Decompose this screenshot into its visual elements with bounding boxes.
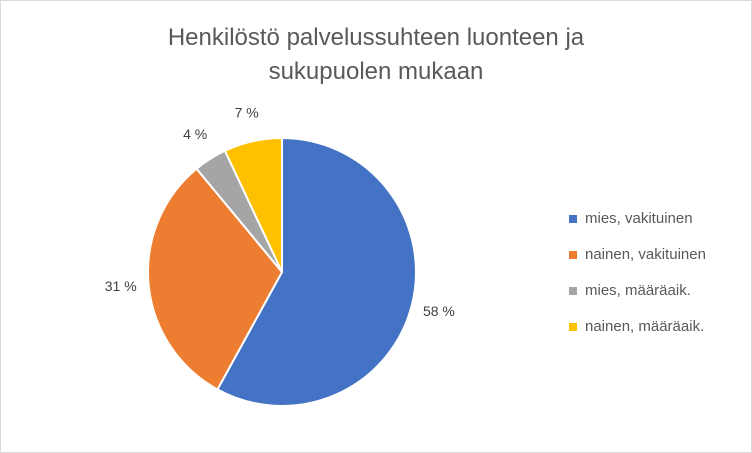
legend-swatch — [569, 323, 577, 331]
legend-label: nainen, määräaik. — [585, 318, 704, 335]
legend-label: mies, vakituinen — [585, 210, 693, 227]
data-label: 7 % — [235, 105, 259, 121]
chart-title: Henkilöstö palvelussuhteen luonteen ja s… — [167, 24, 585, 85]
legend-swatch — [569, 215, 577, 223]
data-label: 31 % — [105, 278, 137, 294]
legend-label: mies, määräaik. — [585, 282, 691, 299]
legend-label: nainen, vakituinen — [585, 246, 706, 263]
data-label: 58 % — [423, 303, 455, 319]
pie-slice — [147, 167, 284, 391]
pie-slice — [223, 136, 283, 273]
data-label: 4 % — [183, 126, 207, 142]
legend-swatch — [569, 251, 577, 259]
legend-swatch — [569, 287, 577, 295]
pie-slice — [216, 136, 417, 407]
